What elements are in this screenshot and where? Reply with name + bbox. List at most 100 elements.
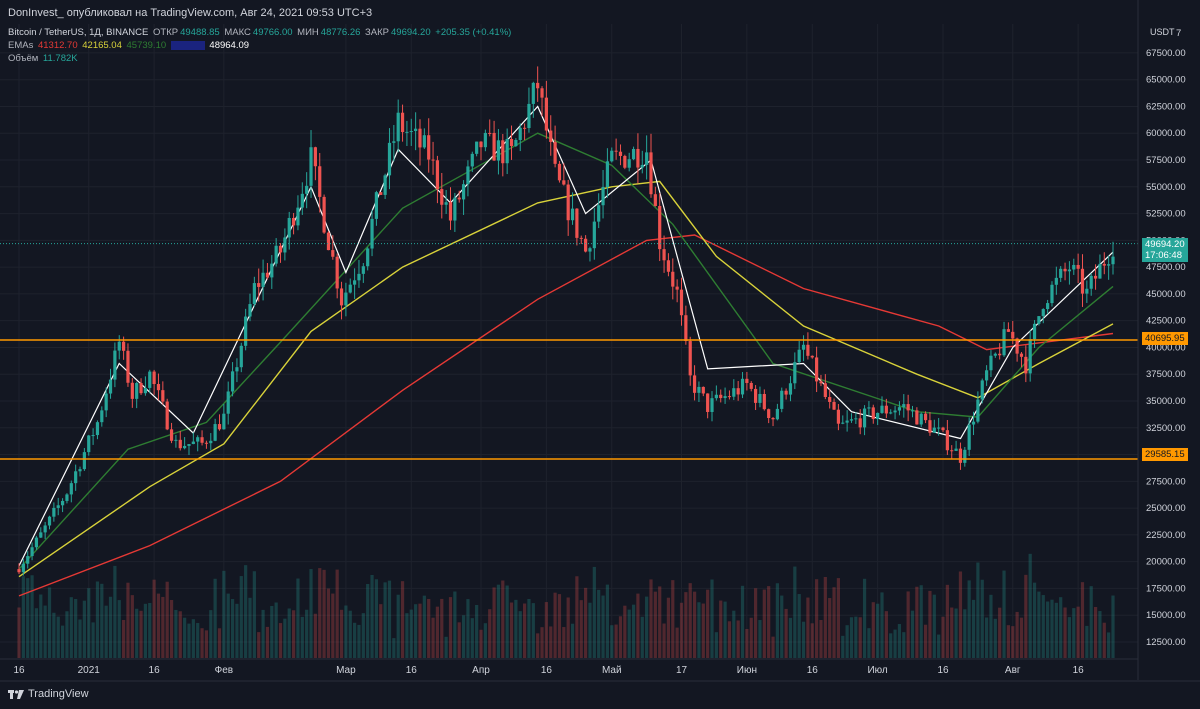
time-tick-label: 16 <box>541 665 553 676</box>
volume-bar <box>348 610 352 658</box>
volume-bar <box>326 588 331 658</box>
candle-body <box>649 152 653 195</box>
volume-bar <box>832 587 836 658</box>
candle-body <box>540 88 544 98</box>
volume-bar <box>78 619 82 658</box>
candle-body <box>187 444 191 446</box>
volume-bar <box>483 623 487 658</box>
volume-bar <box>919 585 923 658</box>
price-tick-label: 15000.00 <box>1146 610 1186 621</box>
candle-body <box>793 362 797 384</box>
volume-bar <box>1046 601 1050 658</box>
candle-body <box>366 248 370 267</box>
volume-bar <box>767 586 771 658</box>
candle-body <box>697 386 701 393</box>
candle-body <box>261 272 265 287</box>
volume-bar <box>701 603 705 658</box>
candle-body <box>797 349 801 363</box>
volume-bar <box>244 565 248 658</box>
volume-bar <box>143 603 147 658</box>
candle-body <box>753 388 758 403</box>
volume-bar <box>971 599 976 658</box>
volume-bar <box>749 617 753 658</box>
candle-body <box>100 410 104 423</box>
volume-bar <box>17 607 21 658</box>
volume-bar <box>435 606 440 658</box>
candle-body <box>810 355 814 358</box>
candle-body <box>880 405 884 413</box>
volume-bar <box>736 620 740 658</box>
candle-body <box>244 316 248 346</box>
volume-bar <box>191 619 195 658</box>
candle-body <box>191 441 195 445</box>
candle-body <box>549 130 553 142</box>
candle-body <box>501 140 505 164</box>
chart-legend: Bitcoin / TetherUS, 1Д, BINANCE ОТКР 4948… <box>8 26 513 65</box>
candle-body <box>43 525 47 533</box>
volume-bar <box>444 636 448 658</box>
candle-body <box>557 163 562 181</box>
candle-body <box>418 128 422 148</box>
candle-body <box>135 383 139 399</box>
candle-body <box>579 237 583 239</box>
volume-bar <box>858 617 862 658</box>
candle-body <box>1093 275 1098 279</box>
volume-bar <box>60 625 65 658</box>
candle-body <box>353 280 357 285</box>
candle-body <box>235 367 239 372</box>
volume-bar <box>950 607 954 658</box>
candle-body <box>985 370 989 381</box>
candle-body <box>466 166 470 185</box>
volume-bar <box>719 600 723 658</box>
candle-body <box>488 132 492 134</box>
volume-bar <box>884 611 888 658</box>
volume-bar <box>1011 626 1015 658</box>
candle-body <box>122 341 126 351</box>
volume-bar <box>496 584 501 658</box>
volume-bar <box>100 583 104 658</box>
candle-body <box>95 422 100 436</box>
volume-bar <box>117 600 121 658</box>
candle-body <box>854 418 858 420</box>
candle-body <box>217 424 222 430</box>
tradingview-brand: TradingView <box>28 688 89 700</box>
volume-bar <box>518 611 522 658</box>
candle-body <box>688 341 692 376</box>
volume-bar <box>235 603 239 658</box>
volume-bar <box>113 565 117 658</box>
candle-body <box>1046 303 1050 310</box>
volume-bar <box>270 605 274 658</box>
candle-body <box>605 161 610 188</box>
candle-body <box>56 505 60 508</box>
candle-body <box>858 418 862 428</box>
candle-body <box>209 440 213 444</box>
volume-bar <box>82 600 86 658</box>
candle-body <box>732 388 736 397</box>
volume-bar <box>937 634 941 658</box>
candle-body <box>819 381 823 384</box>
volume-bar <box>361 613 365 658</box>
candle-body <box>60 500 65 506</box>
candle-body <box>1111 256 1115 265</box>
currency-label: USDT <box>1150 27 1175 37</box>
price-axis: 7 67500.00 65000.00 62500.00 60000.00 57500.0… <box>1137 0 1200 709</box>
candle-body <box>727 396 732 398</box>
volume-bar <box>130 595 134 658</box>
candle-body <box>623 155 627 168</box>
volume-bar <box>287 608 291 658</box>
volume-bar <box>727 621 732 658</box>
price-tick-label: 60000.00 <box>1146 128 1186 139</box>
candle-body <box>69 483 73 495</box>
volume-bar <box>610 625 614 658</box>
volume-bar <box>893 629 897 658</box>
volume-bar <box>74 599 78 658</box>
volume-bar <box>706 589 710 658</box>
candle-body <box>274 245 278 264</box>
volume-bar <box>291 610 296 658</box>
tradingview-logo[interactable]: TradingView <box>8 688 89 700</box>
candle-body <box>1024 356 1028 374</box>
volume-row: Объём 11.782K <box>8 52 513 65</box>
volume-bar <box>318 568 322 658</box>
volume-bar <box>1006 625 1010 658</box>
